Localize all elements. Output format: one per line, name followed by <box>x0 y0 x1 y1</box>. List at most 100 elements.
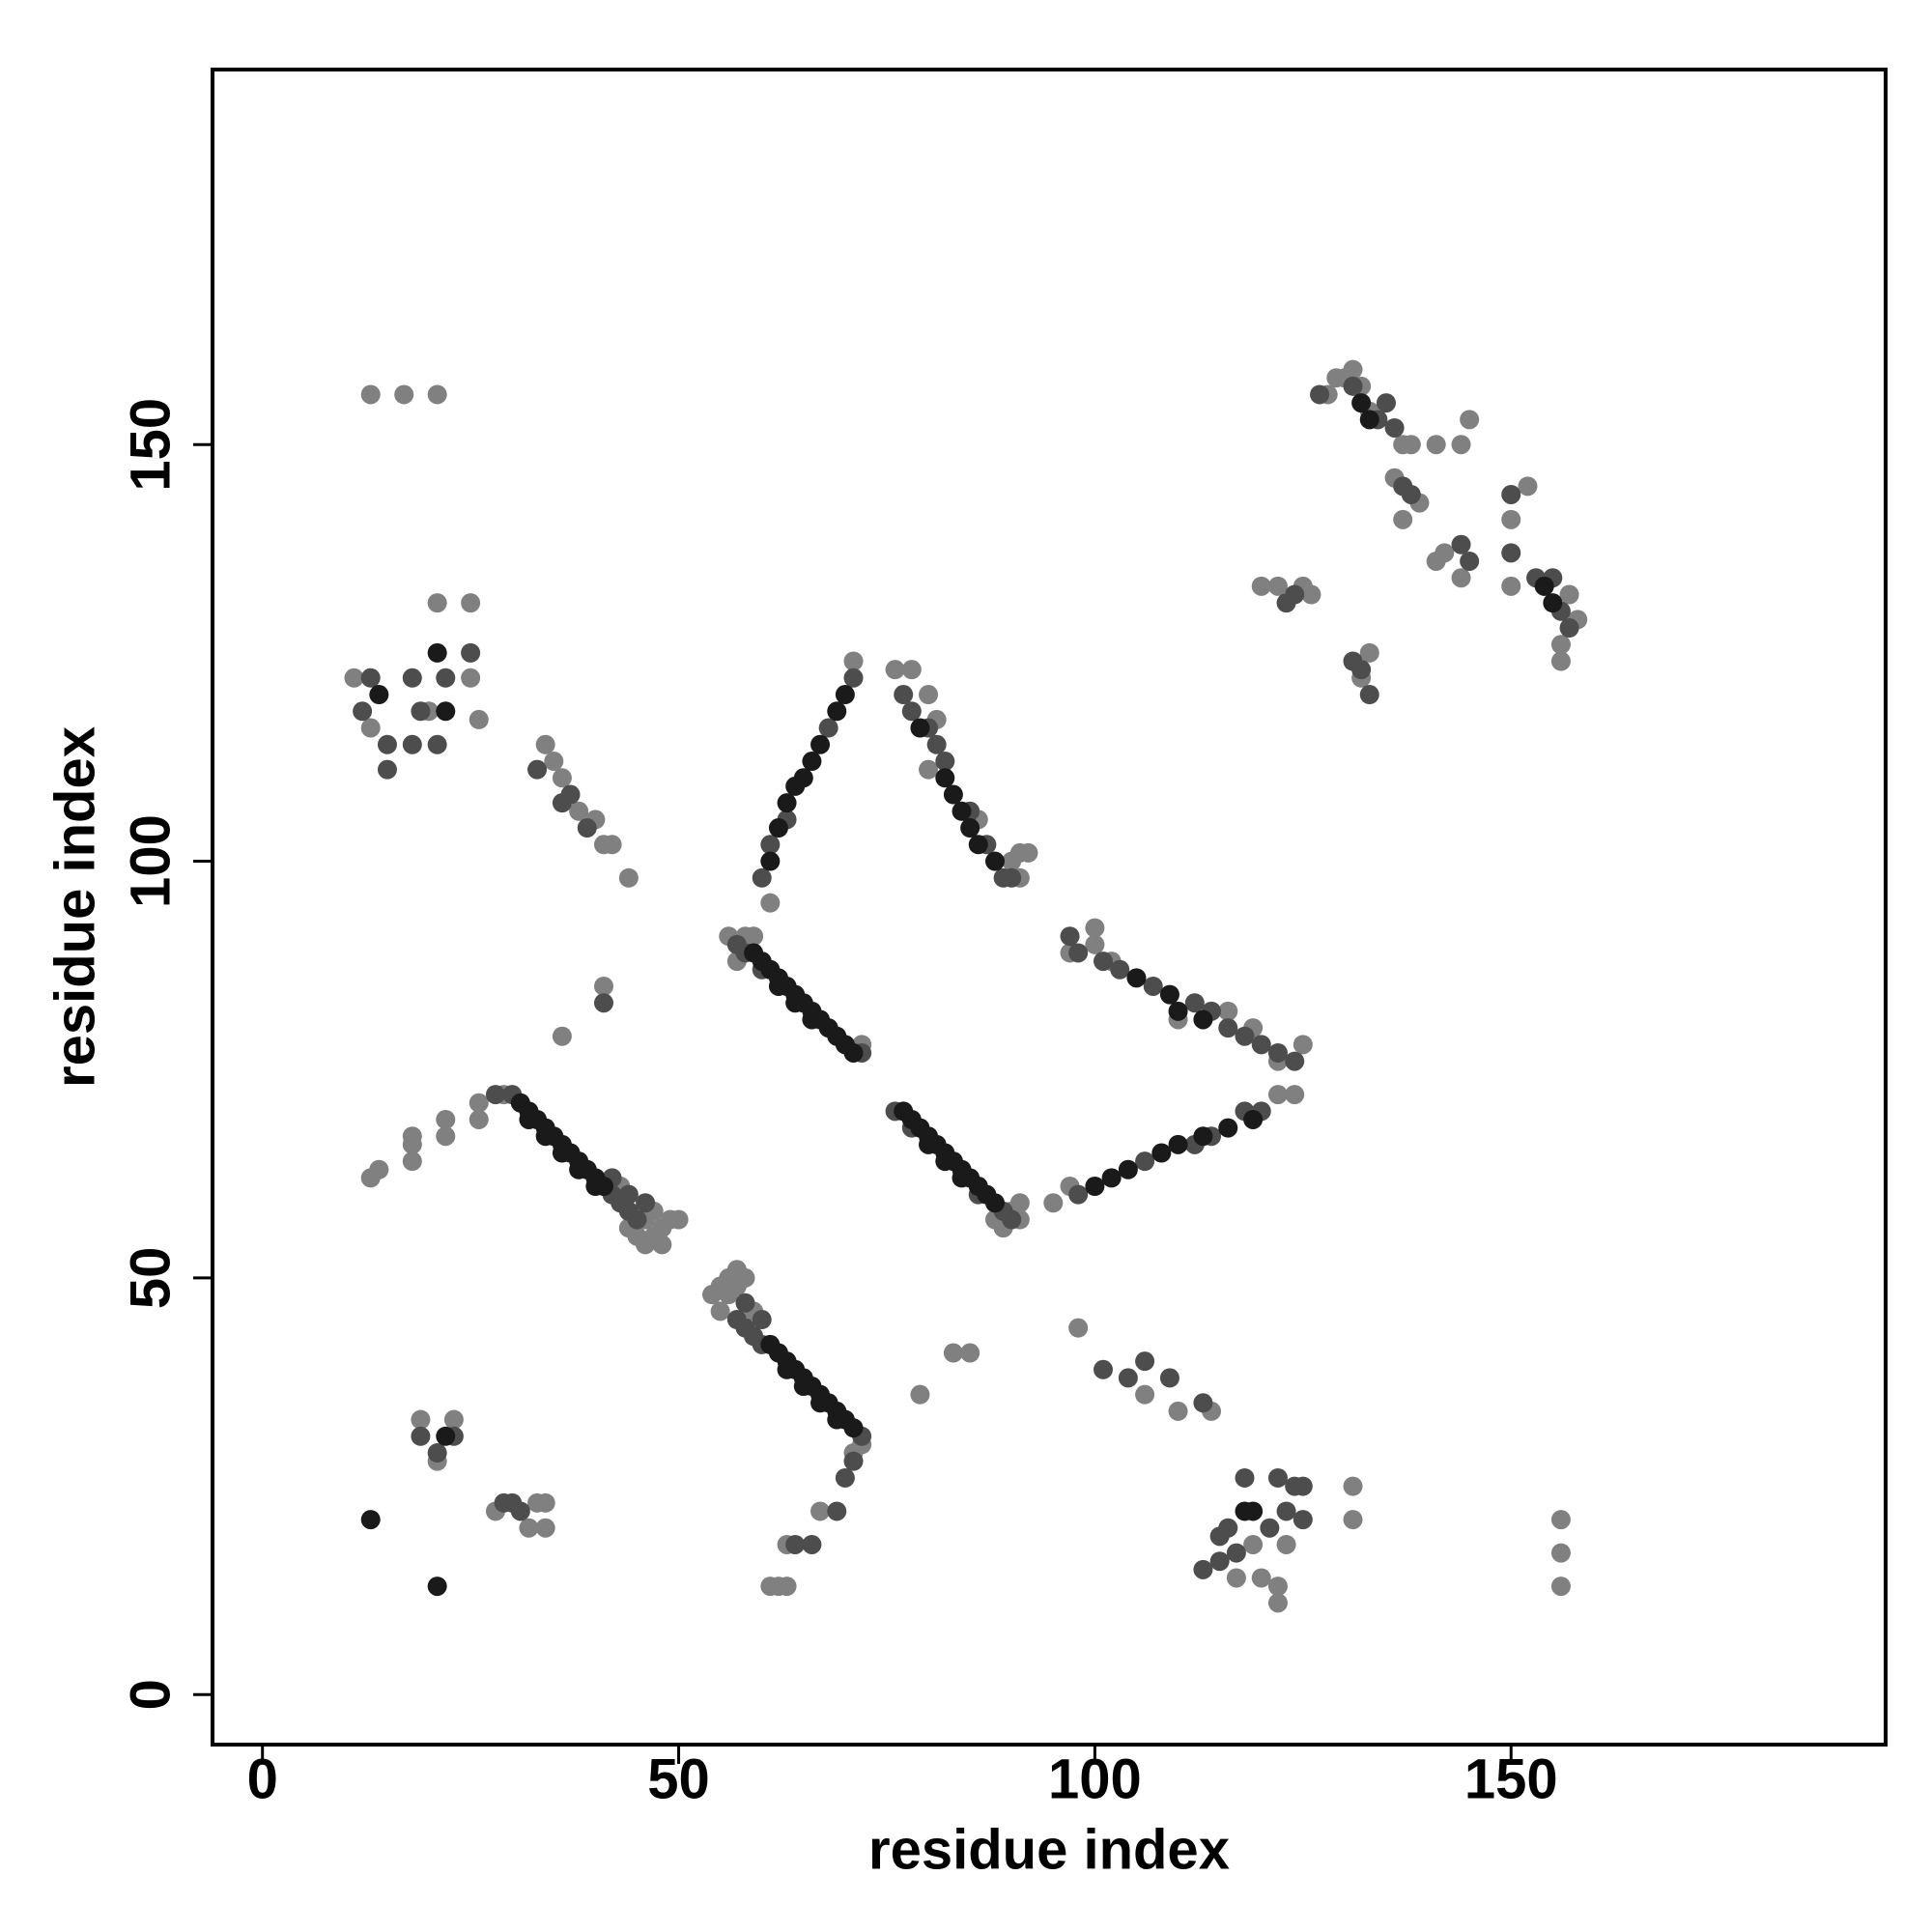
point <box>1559 584 1579 605</box>
point <box>1060 926 1080 947</box>
point <box>827 1409 847 1430</box>
point <box>411 1409 431 1430</box>
point <box>760 1577 781 1597</box>
point <box>935 1151 955 1172</box>
point <box>1118 1159 1138 1179</box>
point <box>527 759 548 780</box>
point <box>926 734 947 754</box>
point <box>469 1093 489 1113</box>
point <box>901 701 922 722</box>
point <box>1460 410 1480 430</box>
point <box>1085 1177 1105 1196</box>
point <box>1218 1001 1238 1021</box>
point <box>485 1085 505 1105</box>
point <box>1550 1510 1571 1530</box>
point <box>519 1109 539 1129</box>
point <box>636 1193 656 1213</box>
point <box>984 851 1005 871</box>
point <box>810 734 831 754</box>
x-tick-label: 100 <box>1048 1747 1142 1810</box>
point <box>785 993 806 1013</box>
point <box>802 1009 822 1030</box>
point <box>535 1492 555 1513</box>
point <box>1243 1534 1264 1554</box>
point <box>1168 1134 1188 1154</box>
point <box>1267 1042 1288 1063</box>
point <box>1559 618 1579 638</box>
x-axis-title: residue index <box>868 1818 1230 1881</box>
point <box>810 1393 831 1413</box>
point <box>910 718 930 738</box>
y-axis-title: residue index <box>43 726 106 1088</box>
point <box>1251 576 1271 596</box>
point <box>1293 1510 1313 1530</box>
point <box>1460 551 1480 571</box>
point <box>1043 1193 1064 1213</box>
point <box>1243 1109 1264 1129</box>
point <box>436 668 456 688</box>
point <box>427 593 447 613</box>
point <box>469 1109 489 1129</box>
point <box>427 734 447 754</box>
point <box>602 835 622 855</box>
point <box>1126 968 1147 988</box>
point <box>1310 384 1330 405</box>
point <box>377 734 397 754</box>
point <box>652 1235 672 1255</box>
point <box>436 701 456 722</box>
point <box>585 1177 606 1196</box>
point <box>827 701 847 722</box>
point <box>1384 417 1405 438</box>
point <box>735 1293 755 1313</box>
point <box>1343 376 1363 396</box>
point <box>519 1518 539 1538</box>
point <box>1451 568 1471 588</box>
point <box>1251 1568 1271 1588</box>
point <box>569 1159 589 1179</box>
point <box>443 1409 464 1430</box>
point <box>1267 1467 1288 1488</box>
point <box>793 768 813 788</box>
point <box>1101 1168 1122 1188</box>
point <box>785 1534 806 1554</box>
point <box>552 1143 572 1163</box>
y-tick-label: 150 <box>119 398 182 492</box>
point <box>427 642 447 663</box>
point <box>901 660 922 680</box>
point <box>577 818 597 838</box>
point <box>593 976 613 996</box>
point <box>843 1418 864 1438</box>
point <box>544 752 564 772</box>
point <box>943 784 963 805</box>
y-tick-label: 0 <box>119 1679 182 1710</box>
point <box>768 976 788 996</box>
point <box>1085 934 1105 954</box>
point <box>835 1467 855 1488</box>
point <box>427 384 447 405</box>
point <box>569 801 589 821</box>
point <box>461 668 481 688</box>
point <box>593 993 613 1013</box>
point <box>960 1343 980 1363</box>
point <box>1135 1384 1155 1405</box>
point <box>1193 1126 1213 1147</box>
point <box>1193 1009 1213 1030</box>
point <box>752 867 772 888</box>
point <box>436 1109 456 1129</box>
point <box>1359 642 1379 663</box>
point <box>843 651 864 671</box>
point <box>952 801 972 821</box>
point <box>984 1193 1005 1213</box>
point <box>552 768 572 788</box>
point <box>402 668 422 688</box>
point <box>360 718 381 738</box>
plot-frame <box>211 68 1888 1747</box>
point <box>436 1426 456 1446</box>
point <box>935 768 955 788</box>
point <box>618 1184 639 1205</box>
point <box>1235 1467 1255 1488</box>
point <box>1168 1001 1188 1021</box>
point <box>1068 1184 1089 1205</box>
point <box>1293 1476 1313 1496</box>
